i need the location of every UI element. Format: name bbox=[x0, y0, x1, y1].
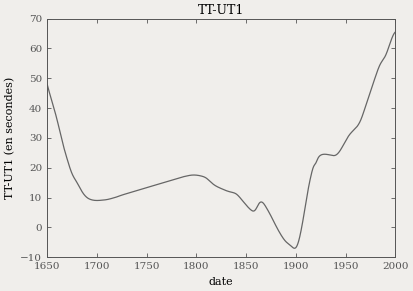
Y-axis label: TT-UT1 (en secondes): TT-UT1 (en secondes) bbox=[5, 77, 15, 199]
Title: TT-UT1: TT-UT1 bbox=[198, 4, 244, 17]
X-axis label: date: date bbox=[209, 276, 234, 287]
